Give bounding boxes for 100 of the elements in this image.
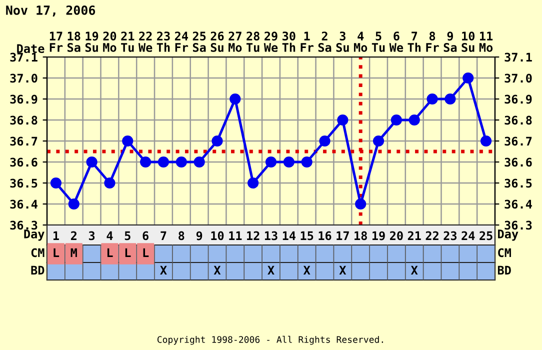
x-tick-label: 21 <box>408 231 421 240</box>
point <box>283 156 294 168</box>
text: Copyright 1998-2006 - All Rights Reserved. <box>157 336 383 345</box>
x-axis-title: Day <box>24 230 44 241</box>
x-tick-label: 10 Su <box>462 32 475 52</box>
x-axis-title: Date <box>17 44 44 54</box>
x-tick-label: 21 Tu <box>121 32 134 52</box>
x-tick-label: 13 <box>264 231 278 240</box>
x-tick-label: 17 Fr <box>50 32 63 52</box>
x-tick-label: 23 <box>444 231 457 240</box>
x-tick-label: 20 Mo <box>103 32 116 52</box>
point <box>194 156 205 168</box>
text: L <box>54 248 60 258</box>
x-tick-label: 24 Fr <box>174 32 188 52</box>
point <box>390 114 402 126</box>
x-tick-label: 29 We <box>264 32 278 52</box>
x-tick-label: 19 Su <box>85 32 98 52</box>
x-tick-label: 27 Mo <box>228 32 242 52</box>
x-tick-label: 10 <box>211 231 224 240</box>
text: M <box>70 248 77 258</box>
x-tick-label: 28 Tu <box>246 32 260 52</box>
x-tick-label: 3 Su <box>336 32 349 52</box>
x-tick-label: 1 Fr <box>300 32 314 52</box>
x-tick-label: 25 <box>480 231 492 240</box>
x-tick-label: 18 Sa <box>68 32 80 52</box>
x-tick-label: 25 Sa <box>192 32 206 52</box>
point <box>68 198 80 210</box>
x-tick-label: 2 Sa <box>318 32 332 52</box>
text: X <box>410 266 418 275</box>
point <box>355 198 366 210</box>
y2-tick-label: 36.5 <box>504 178 532 188</box>
x-tick-label: 5 Tu <box>372 32 385 52</box>
y2-tick-label: 36.3 <box>504 220 532 230</box>
x-tick-label: 20 <box>390 231 403 240</box>
x-tick-label: 7 Th <box>408 32 421 52</box>
x-tick-label: 26 Su <box>210 32 224 52</box>
x-tick-label: 30 Th <box>282 32 296 52</box>
x-tick-label: 11 Mo <box>479 32 493 52</box>
x-tick-label: 23 Th <box>156 32 170 52</box>
x-tick-label: 15 <box>300 231 314 240</box>
x-tick-label: 3 <box>88 231 95 240</box>
text: L <box>143 248 149 258</box>
point <box>212 135 223 147</box>
text: L <box>125 248 131 258</box>
x-tick-label: 2 <box>70 231 76 240</box>
y-tick-label: 37.0 <box>10 74 38 83</box>
point <box>230 93 241 105</box>
point <box>104 177 116 189</box>
point <box>158 156 170 168</box>
x-tick-label: 4 Mo <box>354 32 368 52</box>
x-tick-label: 6 <box>142 231 148 240</box>
y2-tick-label: 36.8 <box>504 116 532 125</box>
chart-title: Nov 17, 2006 <box>6 5 96 16</box>
x-tick-label: 17 <box>336 231 349 240</box>
y-tick-label: 36.6 <box>10 158 38 167</box>
text: X <box>268 266 274 275</box>
x-tick-label: 8 <box>178 231 184 240</box>
point <box>248 177 259 189</box>
y2-tick-label: CM <box>498 248 511 258</box>
x-tick-label: 8 Fr <box>426 32 439 52</box>
text: L <box>107 248 113 258</box>
x-tick-label: 9 <box>196 231 202 240</box>
x-tick-label: 4 <box>106 231 113 240</box>
x-tick-label: 7 <box>160 231 166 240</box>
x-tick-label: 24 <box>462 231 475 240</box>
y-tick-label: 36.4 <box>10 200 38 209</box>
y-tick-label: 36.9 <box>10 94 38 104</box>
y-tick-label: 36.8 <box>10 116 38 125</box>
y-tick-label: 36.3 <box>10 220 38 230</box>
y2-tick-label: 36.4 <box>504 200 532 209</box>
point <box>86 156 98 168</box>
y-tick-label: 36.5 <box>10 178 38 188</box>
y-tick-label: 37.1 <box>10 52 38 62</box>
x-tick-label: 11 <box>229 231 242 240</box>
x-tick-label: 9 Sa <box>444 32 457 52</box>
point <box>176 156 187 168</box>
y2-tick-label: 37.1 <box>504 52 532 62</box>
point <box>50 177 62 189</box>
y2-tick-label: BD <box>498 266 511 275</box>
y2-tick-label: 36.9 <box>504 94 532 104</box>
y2-tick-label: 36.6 <box>504 158 532 167</box>
x-tick-label: 12 <box>247 231 260 240</box>
point <box>408 114 420 126</box>
x-tick-label: 22 <box>426 231 438 240</box>
y2-tick-label: 36.7 <box>504 136 532 146</box>
point <box>462 72 474 84</box>
point <box>372 135 384 147</box>
y2-tick-label: 37.0 <box>504 74 532 83</box>
point <box>265 156 277 168</box>
x-tick-label: 6 We <box>389 32 404 52</box>
x-tick-label: 1 <box>53 231 59 240</box>
x-tick-label: 5 <box>124 231 130 240</box>
y-tick-label: 36.7 <box>10 136 38 146</box>
x-tick-label: 22 We <box>138 32 152 52</box>
point <box>444 93 456 105</box>
point <box>140 156 152 168</box>
text: X <box>160 266 167 275</box>
point <box>301 156 312 168</box>
point <box>319 135 330 147</box>
point <box>122 135 134 147</box>
